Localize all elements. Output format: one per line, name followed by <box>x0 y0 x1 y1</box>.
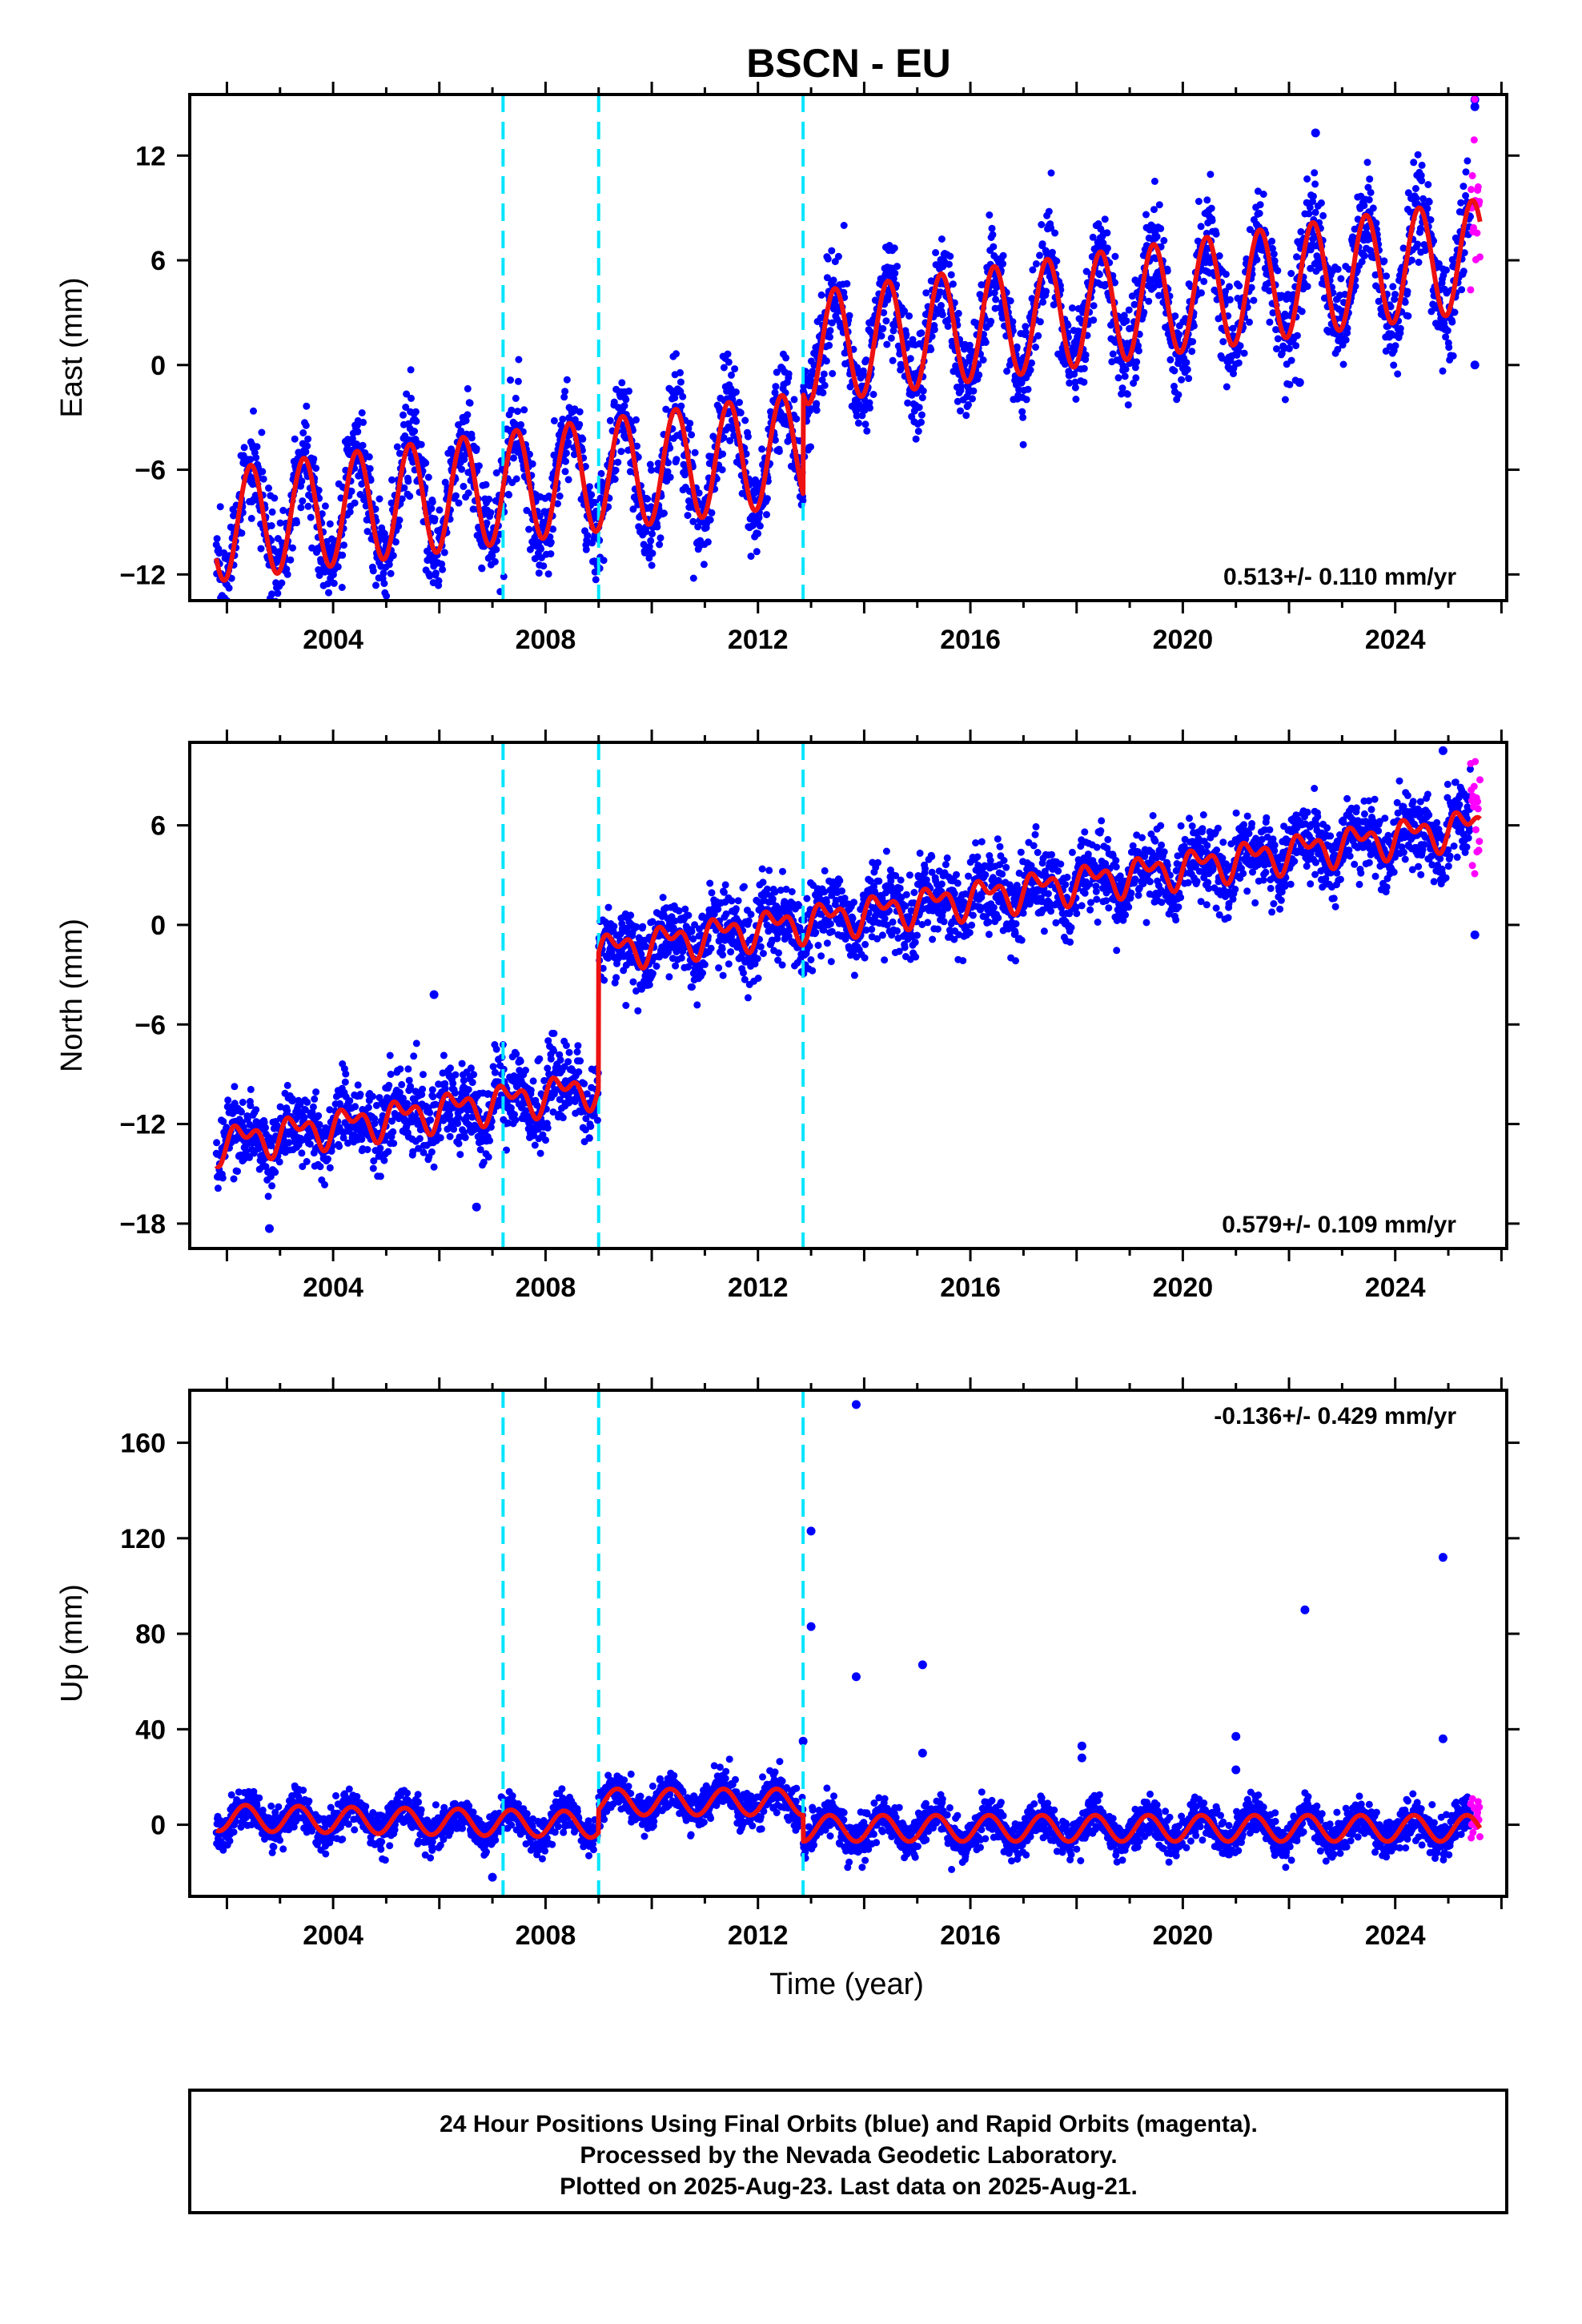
footer-line-2: Processed by the Nevada Geodetic Laborat… <box>580 2142 1117 2169</box>
north-rapid-orbit-points <box>1467 758 1484 878</box>
east-x-tick-label: 2012 <box>728 625 789 655</box>
footer-frame <box>188 2089 1508 2214</box>
north-outlier-point-4 <box>1470 930 1480 939</box>
footer-line-1: 24 Hour Positions Using Final Orbits (bl… <box>440 2111 1258 2137</box>
north-rate-label: 0.579+/- 0.109 mm/yr <box>1222 1212 1456 1238</box>
up-outlier-point-11 <box>1438 1553 1447 1562</box>
up-y-tick-label: 80 <box>135 1619 166 1650</box>
north-model-fit-line <box>214 810 1483 1170</box>
up-rate-label: -0.136+/- 0.429 mm/yr <box>1214 1403 1456 1429</box>
east-model-fit-line <box>214 198 1483 583</box>
panel-east: 2004 2008 2012 2016 2020 2024 −12 −6 0 6 12 East (m… <box>55 82 1520 655</box>
north-y-tick-label: −6 <box>135 1010 166 1040</box>
north-outlier-point-2 <box>429 990 439 999</box>
up-y-tick-label: 40 <box>135 1715 166 1745</box>
east-x-tick-label: 2004 <box>303 625 363 655</box>
up-y-axis-label: Up (mm) <box>55 1584 89 1703</box>
east-x-tick-label: 2020 <box>1153 625 1214 655</box>
north-x-tick-label: 2004 <box>303 1273 363 1303</box>
north-outlier-point-1 <box>472 1202 481 1212</box>
east-y-tick-label: 0 <box>151 351 166 381</box>
up-outlier-point-9 <box>1231 1765 1241 1775</box>
up-outlier-point-6 <box>1077 1741 1086 1751</box>
up-outlier-point-4 <box>917 1660 927 1670</box>
up-outlier-point-5 <box>917 1748 927 1758</box>
east-y-tick-label: 6 <box>151 246 166 276</box>
up-outlier-point-13 <box>798 1736 808 1746</box>
north-x-tick-label: 2024 <box>1365 1273 1426 1303</box>
panels: 2004 2008 2012 2016 2020 2024 −12 −6 0 6 12 East (m… <box>55 82 1520 2001</box>
north-outlier-point-3 <box>1438 746 1447 755</box>
up-outlier-point-2 <box>806 1622 816 1631</box>
east-frame <box>188 93 1508 602</box>
north-y-tick-label: −18 <box>119 1209 166 1240</box>
up-outlier-point-10 <box>1300 1605 1310 1614</box>
up-data <box>212 1390 1484 1896</box>
up-outlier-point-8 <box>1231 1731 1241 1741</box>
east-y-tick-label: 12 <box>135 141 166 171</box>
up-x-tick-label: 2024 <box>1365 1920 1426 1951</box>
north-x-tick-label: 2020 <box>1153 1273 1214 1303</box>
north-x-tick-label: 2016 <box>940 1273 1001 1303</box>
up-x-tick-label: 2020 <box>1153 1920 1214 1951</box>
up-outlier-point-0 <box>851 1400 861 1409</box>
up-frame <box>188 1389 1508 1898</box>
north-outlier-point-0 <box>264 1224 274 1233</box>
east-x-tick-label: 2008 <box>516 625 576 655</box>
east-rate-label: 0.513+/- 0.110 mm/yr <box>1223 564 1456 590</box>
east-data <box>212 94 1484 601</box>
north-y-tick-label: 0 <box>151 911 166 941</box>
east-rapid-orbit-points <box>1467 95 1484 294</box>
north-frame <box>188 741 1508 1250</box>
up-x-tick-label: 2016 <box>940 1920 1001 1951</box>
north-data <box>212 742 1484 1248</box>
up-outlier-point-1 <box>806 1526 816 1536</box>
footer-box: 24 Hour Positions Using Final Orbits (bl… <box>188 2089 1508 2214</box>
up-x-axis-label: Time (year) <box>769 1968 924 2001</box>
east-outlier-point-3 <box>1470 102 1480 111</box>
up-y-tick-label: 0 <box>151 1811 166 1841</box>
north-x-tick-label: 2012 <box>728 1273 789 1303</box>
east-outlier-point-1 <box>1295 378 1304 388</box>
north-y-tick-label: 6 <box>151 811 166 842</box>
east-y-tick-label: −6 <box>135 456 166 486</box>
east-outlier-point-0 <box>1311 128 1320 138</box>
panel-up: 2004 2008 2012 2016 2020 2024 0 40 80 120 160 Up (m… <box>55 1377 1520 2001</box>
north-y-tick-label: −12 <box>119 1110 166 1140</box>
up-model-fit-line <box>214 1786 1483 1844</box>
north-y-axis-label: North (mm) <box>55 919 89 1072</box>
footer-line-3: Plotted on 2025-Aug-23. Last data on 202… <box>560 2173 1138 2200</box>
panel-north: 2004 2008 2012 2016 2020 2024 −18 −12 −6 0 6 North … <box>55 730 1520 1303</box>
up-x-tick-label: 2012 <box>728 1920 789 1951</box>
up-outlier-point-7 <box>1077 1753 1086 1763</box>
up-x-tick-label: 2004 <box>303 1920 363 1951</box>
east-outlier-point-4 <box>1470 360 1480 370</box>
up-x-tick-label: 2008 <box>516 1920 576 1951</box>
up-outlier-point-12 <box>1438 1734 1447 1743</box>
north-x-tick-label: 2008 <box>516 1273 576 1303</box>
up-outlier-point-14 <box>488 1872 497 1882</box>
east-y-tick-label: −12 <box>119 560 166 590</box>
up-outlier-point-3 <box>851 1672 861 1682</box>
chart-title: BSCN - EU <box>746 41 951 86</box>
east-x-tick-label: 2024 <box>1365 625 1426 655</box>
east-y-axis-label: East (mm) <box>55 277 89 417</box>
up-y-tick-label: 120 <box>120 1524 166 1554</box>
up-y-tick-label: 160 <box>120 1429 166 1459</box>
east-x-tick-label: 2016 <box>940 625 1001 655</box>
